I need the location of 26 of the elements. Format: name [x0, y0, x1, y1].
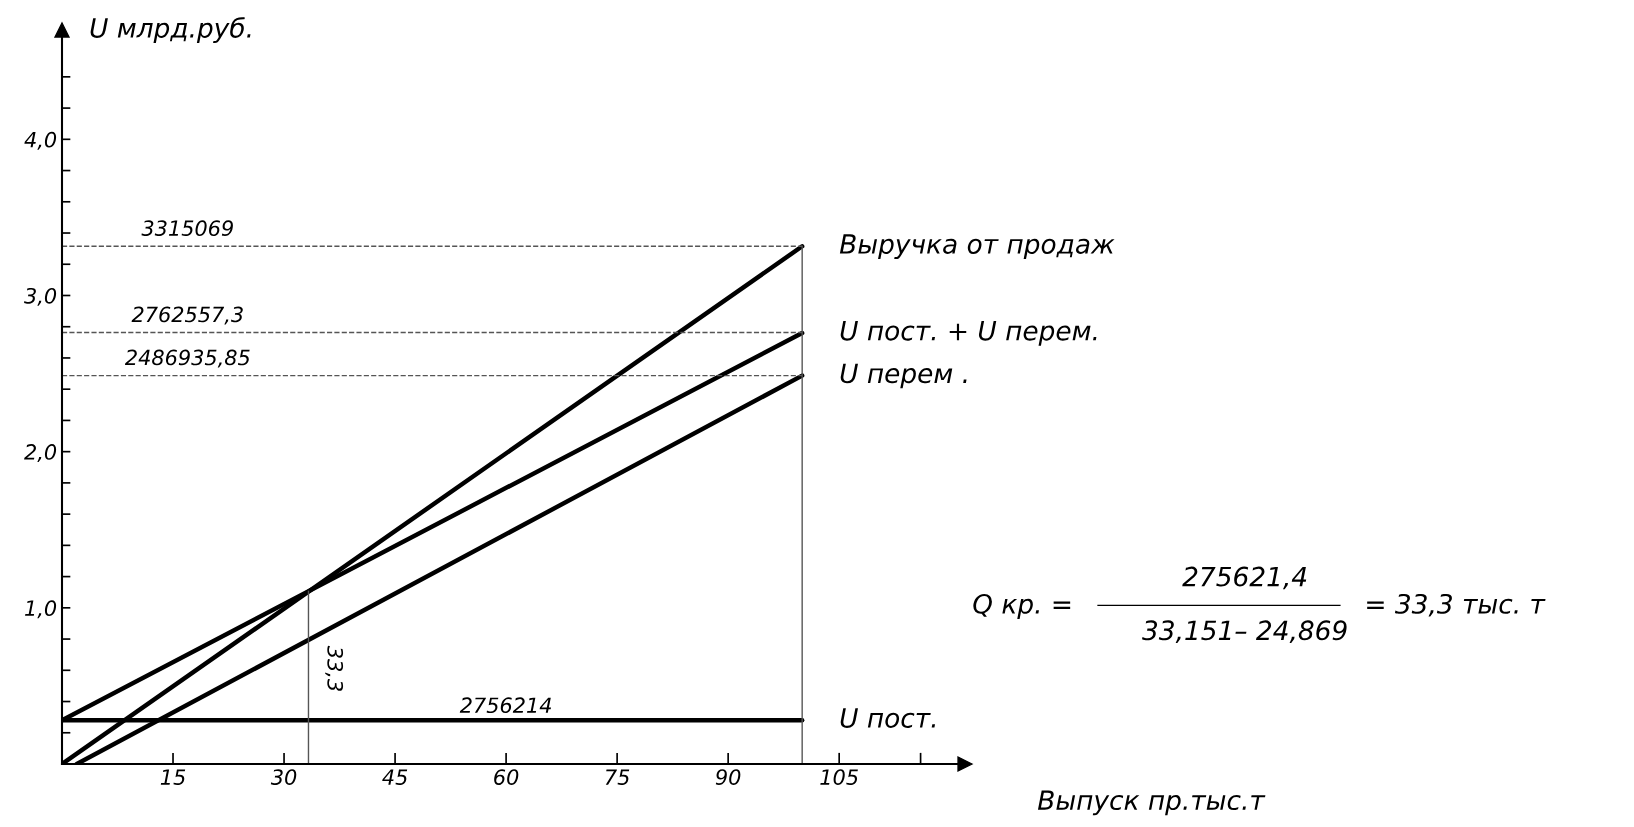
y-tick-label: 2,0: [24, 444, 57, 462]
x-tick-label: 15: [160, 769, 186, 785]
x-tick-label: 105: [820, 769, 858, 785]
x-tick-label: 45: [382, 769, 408, 785]
y-tick-label: 1,0: [25, 600, 57, 619]
x-tick-label: 60: [494, 769, 519, 785]
series-label: Выручка от продаж: [839, 234, 1115, 260]
y-tick-label: 3,0: [24, 287, 57, 306]
y-axis-title: U млрд.руб.: [90, 17, 251, 43]
x-axis-title: Выпуск пр.тыс.т: [1037, 790, 1266, 816]
x-tick-label: 75: [605, 769, 630, 785]
series-label: U перем .: [840, 363, 967, 389]
x-tick-label: 30: [270, 769, 297, 785]
text: = 33,3 тыс. т: [1367, 593, 1546, 617]
text: 275621,4: [1182, 566, 1307, 590]
annotation: 2762557,3: [131, 306, 243, 325]
x-tick-label: 90: [715, 769, 741, 785]
text: Q кр. =: [973, 593, 1071, 619]
text: 33,151– 24,869: [1142, 620, 1347, 643]
series-label: U пост.: [840, 708, 936, 728]
annotation: 3315069: [141, 220, 233, 237]
annotation: 2756214: [459, 697, 551, 714]
annotation: 2486935,85: [124, 349, 250, 368]
series-label: U пост. + U перем.: [840, 321, 1097, 346]
ref-line-label: 33,3: [325, 645, 344, 691]
y-tick-label: 4,0: [24, 131, 57, 150]
